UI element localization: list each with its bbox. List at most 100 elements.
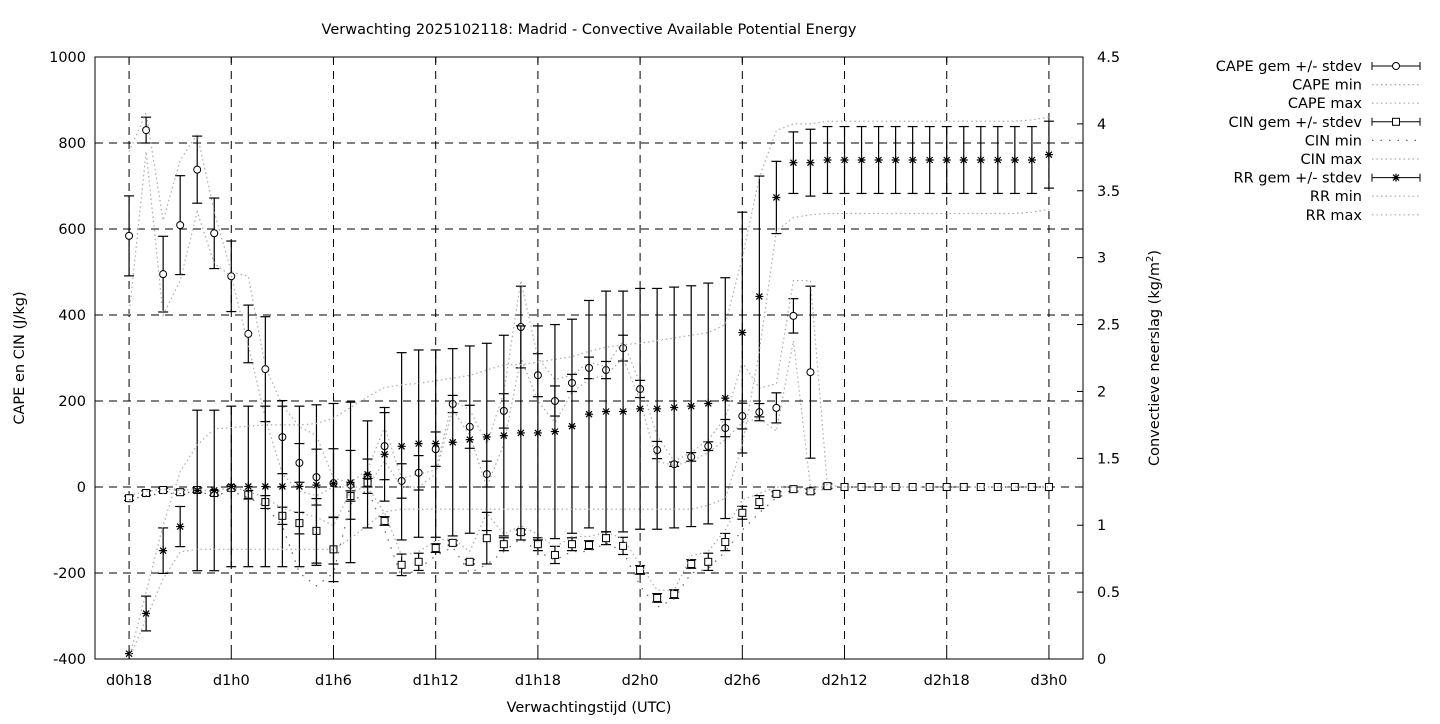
min-max-line (128, 151, 828, 497)
star-marker (1010, 156, 1019, 165)
circle-marker (772, 403, 781, 412)
square-marker (772, 489, 781, 498)
star-marker (738, 328, 747, 337)
min-max-line (128, 484, 1049, 591)
star-marker (346, 478, 355, 487)
y2-tick-label: 2 (1097, 384, 1106, 400)
star-marker (176, 522, 185, 531)
y-axis-label: CAPE en CIN (J/kg) (12, 291, 28, 424)
star-marker (414, 439, 423, 448)
legend-label: CAPE min (1292, 78, 1362, 94)
square-marker (567, 540, 576, 549)
circle-marker (1392, 62, 1400, 70)
y-tick-label: 1000 (49, 50, 86, 66)
square-marker (482, 534, 491, 543)
square-marker (636, 565, 645, 574)
circle-marker (806, 368, 815, 377)
circle-marker (193, 165, 202, 174)
star-marker (227, 482, 236, 491)
y2-tick-label: 1 (1097, 518, 1106, 534)
square-marker (755, 498, 764, 507)
legend-label: CIN min (1305, 133, 1362, 149)
square-marker (499, 540, 508, 549)
circle-marker (210, 229, 219, 238)
x-tick-label: d1h0 (213, 673, 250, 689)
star-marker (210, 486, 219, 495)
star-marker (1392, 173, 1400, 182)
y2-tick-label: 2.5 (1097, 318, 1120, 334)
star-marker (1044, 150, 1053, 159)
star-marker (857, 156, 866, 165)
square-marker (789, 485, 798, 494)
x-tick-label: d2h6 (724, 673, 761, 689)
star-marker (585, 410, 593, 419)
star-marker (823, 156, 832, 165)
star-marker (806, 158, 815, 167)
square-marker (465, 557, 474, 566)
y-tick-label: -200 (53, 566, 86, 582)
y-tick-label: -400 (53, 652, 86, 668)
star-marker (602, 407, 611, 416)
star-marker (499, 431, 508, 440)
chart-title: Verwachting 2025102118: Madrid - Convect… (322, 22, 857, 38)
x-tick-label: d2h0 (622, 673, 659, 689)
circle-marker (142, 126, 151, 135)
star-marker (976, 156, 985, 165)
y-tick-label: 0 (77, 480, 86, 496)
star-marker (465, 435, 474, 444)
y2-tick-label: 3 (1097, 251, 1106, 267)
star-marker (261, 482, 270, 491)
x-tick-label: d0h18 (106, 673, 152, 689)
star-marker (636, 404, 645, 413)
legend-label: CIN max (1301, 152, 1363, 168)
y2-tick-label: 0 (1097, 652, 1106, 668)
square-marker (823, 482, 832, 491)
square-marker (414, 557, 423, 566)
square-marker (142, 489, 151, 498)
star-marker (942, 156, 951, 165)
square-marker (670, 590, 679, 599)
x-tick-label: d3h0 (1031, 673, 1068, 689)
series-rr-gem-stdev (125, 120, 1054, 658)
star-marker (159, 546, 168, 555)
square-marker (125, 494, 134, 503)
square-marker (619, 541, 628, 550)
square-marker (602, 534, 611, 543)
star-marker (448, 438, 457, 447)
y2-tick-label: 0.5 (1097, 585, 1120, 601)
y-tick-label: 200 (58, 394, 86, 410)
legend-label: CIN gem +/- stdev (1228, 115, 1362, 131)
series-cin-max (128, 484, 1049, 591)
series-cape-max (128, 110, 829, 488)
square-marker (431, 544, 440, 553)
legend-label: CAPE max (1288, 96, 1363, 112)
star-marker (789, 158, 798, 167)
star-marker (670, 403, 679, 412)
star-marker (840, 156, 849, 165)
square-marker (585, 541, 593, 550)
series-cin-gem-stdev (124, 477, 1053, 603)
star-marker (993, 156, 1002, 165)
star-marker (687, 402, 696, 411)
square-marker (687, 559, 696, 568)
star-marker (193, 486, 202, 495)
legend: CAPE gem +/- stdev CAPE min CAPE max CIN ge… (1216, 59, 1421, 224)
star-marker (550, 427, 559, 436)
square-marker (806, 487, 815, 496)
star-marker (278, 482, 287, 491)
square-marker (448, 538, 457, 547)
square-marker (1027, 483, 1036, 491)
star-marker (755, 292, 764, 301)
star-marker (1027, 156, 1036, 165)
star-marker (925, 156, 934, 165)
square-marker (380, 516, 389, 525)
star-marker (874, 156, 883, 165)
circle-marker (244, 329, 253, 338)
square-marker (653, 593, 662, 602)
square-marker (704, 557, 713, 566)
star-marker (363, 470, 372, 479)
circle-marker (159, 270, 168, 279)
series-rr-max (128, 116, 1050, 660)
star-marker (295, 482, 304, 491)
